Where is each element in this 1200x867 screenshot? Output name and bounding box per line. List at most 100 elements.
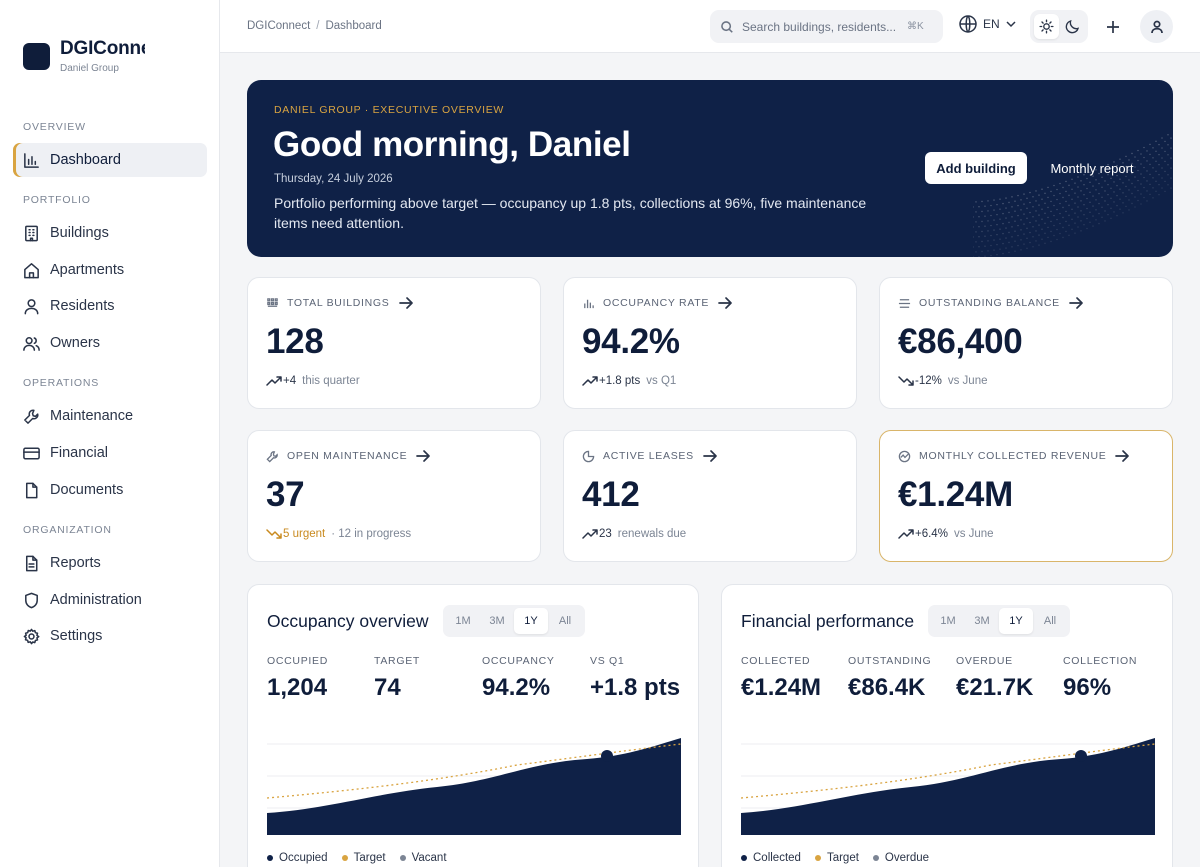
stat-value: 94.2% [482,674,551,701]
sidebar-item-label: Financial [50,445,109,461]
range-1m[interactable]: 1M [455,615,471,627]
legend-label: Target [826,852,859,864]
hero-description: Portfolio performing above target — occu… [274,195,867,231]
legend-item-occupied[interactable]: Occupied [267,852,328,864]
kpi-value: 37 [266,475,305,514]
shield-icon [25,592,38,608]
kpi-value: 128 [266,322,324,361]
arrow-right-icon[interactable] [1114,449,1130,463]
legend-item-collected[interactable]: Collected [741,852,801,864]
arrow-right-icon[interactable] [398,296,414,310]
trend-up-icon [582,529,598,539]
theme-light-option[interactable] [1033,14,1059,39]
legend-item-vacant[interactable]: Vacant [399,852,447,864]
kpi-card-occupancy-rate[interactable]: OCCUPANCY RATE 94.2% +1.8 pts vs Q1 [563,277,857,409]
stat-value: +1.8 pts [590,674,681,701]
kpi-card-outstanding-balance[interactable]: OUTSTANDING BALANCE €86,400 -12% vs June [879,277,1173,409]
search-box[interactable]: ⌘K [710,10,943,43]
range-1m[interactable]: 1M [940,615,956,627]
range-1y[interactable]: 1Y [999,608,1033,634]
sidebar-item-apartments[interactable]: Apartments [13,253,207,287]
theme-toggle[interactable] [1030,10,1088,43]
file-icon [25,482,38,498]
moon-icon [1065,19,1079,34]
sidebar-item-financial[interactable]: Financial [13,436,207,470]
kpi-note: this quarter [302,375,360,387]
sidebar-item-reports[interactable]: Reports [13,546,207,580]
monthly-report-button[interactable]: Monthly report [1050,160,1134,176]
sidebar-item-label: Dashboard [50,152,121,168]
panel-title: Occupancy overview [267,611,429,631]
search-icon [721,20,733,33]
sidebar-item-label: Maintenance [50,408,134,424]
sidebar-item-buildings[interactable]: Buildings [13,216,207,250]
sidebar-item-label: Administration [50,592,142,608]
add-button[interactable] [1102,16,1124,38]
kpi-value: 94.2% [582,322,680,361]
kpi-card-total-buildings[interactable]: TOTAL BUILDINGS 128 +4 this quarter [247,277,541,409]
sidebar-item-settings[interactable]: Settings [13,619,207,653]
current-point-marker [1075,750,1087,762]
sidebar-item-residents[interactable]: Residents [13,289,207,323]
plus-icon [1107,21,1119,33]
kpi-card-open-maintenance[interactable]: OPEN MAINTENANCE 37 5 urgent · 12 in pro… [247,430,541,562]
nav-section-operations: OPERATIONS [23,377,100,389]
trend-up-icon [582,376,598,386]
breadcrumb-root[interactable]: DGIConnect [247,20,311,32]
trend-warning-icon [266,529,282,539]
range-3m[interactable]: 3M [489,615,505,627]
legend-label: Vacant [411,852,447,864]
sidebar-item-administration[interactable]: Administration [13,583,207,617]
range-all[interactable]: All [558,615,572,627]
arrow-right-icon[interactable] [717,296,733,310]
brand-name: DGIConnect [60,38,145,59]
language-selector[interactable]: EN [958,14,1018,34]
kpi-value: 412 [582,475,640,514]
kpi-card-active-leases[interactable]: ACTIVE LEASES 412 23 renewals due [563,430,857,562]
chevron-down-icon [1006,21,1016,28]
kpi-delta: +1.8 pts [599,375,641,387]
arrow-right-icon[interactable] [415,449,431,463]
trend-up-icon [266,376,282,386]
range-3m[interactable]: 3M [974,615,990,627]
range-all[interactable]: All [1043,615,1057,627]
kpi-delta: -12% [915,375,942,387]
arrow-right-icon[interactable] [1068,296,1084,310]
activity-icon [898,450,911,462]
kpi-delta: 23 [599,528,612,540]
file-text-icon [25,555,38,571]
sidebar-item-label: Documents [50,482,124,498]
legend-item-target[interactable]: Target [814,852,859,864]
stat-value: €86.4K [848,674,926,701]
theme-dark-option[interactable] [1060,14,1085,39]
collected-area [741,738,1155,835]
building-grid-icon [267,297,278,307]
search-input[interactable] [742,19,907,34]
sidebar-item-owners[interactable]: Owners [13,326,207,360]
sidebar-item-dashboard[interactable]: Dashboard [13,143,207,177]
sidebar-item-maintenance[interactable]: Maintenance [13,399,207,433]
bar-chart-icon [24,152,39,168]
breadcrumb-current: Dashboard [325,20,382,32]
stat-label: COLLECTION [1063,655,1138,667]
users-icon [23,336,40,351]
sidebar-item-label: Apartments [50,262,125,278]
gear-icon [23,628,40,644]
add-building-button[interactable]: Add building [925,152,1027,184]
arrow-right-icon[interactable] [702,449,718,463]
range-1y[interactable]: 1Y [514,608,548,634]
kpi-value: €1.24M [898,475,1013,514]
legend-item-target[interactable]: Target [341,852,386,864]
kpi-label: TOTAL BUILDINGS [287,297,390,309]
legend-label: Collected [753,852,801,864]
brand[interactable]: DGIConnect Daniel Group [23,38,145,74]
sidebar-item-label: Settings [50,628,103,644]
legend-item-overdue[interactable]: Overdue [872,852,929,864]
kpi-label: OPEN MAINTENANCE [287,450,408,462]
kpi-card-monthly-collected-revenue[interactable]: MONTHLY COLLECTED REVENUE €1.24M +6.4% v… [879,430,1173,562]
sidebar-item-label: Residents [50,298,115,314]
avatar[interactable] [1140,10,1173,43]
sidebar-item-documents[interactable]: Documents [13,473,207,507]
kpi-note: · 12 in progress [331,528,412,540]
panel-title: Financial performance [741,611,915,631]
